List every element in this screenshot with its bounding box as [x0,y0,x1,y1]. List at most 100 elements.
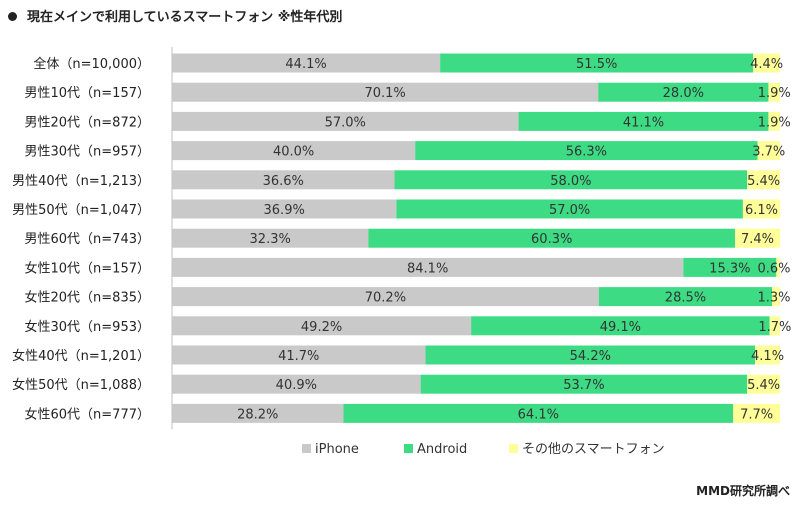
bar-segment-2 [747,374,780,394]
data-label: 44.1% [285,57,326,72]
legend-swatch-2 [509,444,518,453]
data-label: 28.5% [665,291,706,306]
legend-swatch-0 [302,444,311,453]
bar-segment-1 [683,257,777,277]
data-label: 41.1% [623,115,664,130]
bar-segment-0 [172,53,441,73]
data-label: 28.0% [663,86,704,101]
bar-segment-0 [172,345,426,365]
legend-label: その他のスマートフォン [522,442,665,457]
bar-segment-1 [420,374,748,394]
bar-segment-2 [772,287,780,307]
data-label: 41.7% [278,349,319,364]
data-label: 4.4% [750,57,783,72]
data-label: 32.3% [250,232,291,247]
bar-segment-0 [172,316,472,336]
bar-segment-2 [747,170,780,190]
data-label: 0.6% [757,261,790,276]
bar-segment-2 [755,345,780,365]
bar-segment-1 [394,170,748,190]
data-label: 28.2% [237,407,278,422]
category-label: 女性60代（n=777） [25,406,151,422]
data-label: 57.0% [325,115,366,130]
data-label: 84.1% [407,261,448,276]
category-label: 女性10代（n=157） [25,260,151,276]
bar-segment-1 [415,141,758,161]
data-label: 51.5% [576,57,617,72]
category-label: 男性50代（n=1,047） [12,203,150,218]
data-label: 60.3% [531,232,572,247]
legend: iPhone Android その他のスマートフォン [302,442,665,457]
data-label: 36.9% [264,203,305,218]
data-label: 4.1% [751,349,784,364]
bar-segment-1 [343,403,734,423]
data-label: 49.2% [301,320,342,335]
bar-segment-0 [172,82,599,102]
bar-segment-2 [733,403,780,423]
bar-segment-1 [440,53,754,73]
chart-title: 現在メインで利用しているスマートフォン ※性年代別 [8,6,342,25]
bar-segment-0 [172,199,397,219]
bar-segment-1 [368,228,736,248]
bar-segment-0 [172,374,421,394]
bar-segment-2 [768,111,780,131]
data-label: 57.0% [549,203,590,218]
bullet-icon [8,12,17,21]
bar-segment-1 [396,199,743,219]
data-label: 40.9% [276,378,317,393]
legend-swatch-1 [404,444,413,453]
data-label: 53.7% [563,378,604,393]
bar-segment-0 [172,228,369,248]
data-label: 36.6% [263,174,304,189]
category-label: 男性10代（n=157） [25,86,151,101]
bar-segment-2 [735,228,780,248]
data-label: 49.1% [600,320,641,335]
bar-segment-1 [598,287,773,307]
data-label: 5.4% [747,378,780,393]
data-label: 1.9% [758,86,791,101]
bar-segment-0 [172,287,599,307]
data-label: 7.4% [741,232,774,247]
data-label: 5.4% [747,174,780,189]
bar-segment-0 [172,170,395,190]
category-label: 女性30代（n=953） [25,319,151,335]
bar-segment-1 [425,345,756,365]
legend-label: iPhone [315,442,359,457]
bars-group: 全体（n=10,000） 44.1% 51.5% 4.4% 男性10代（n=157） 70… [12,47,791,430]
data-label: 64.1% [518,407,559,422]
data-label: 58.0% [550,174,591,189]
category-label: 男性60代（n=743） [25,232,151,247]
bar-segment-2 [742,199,780,219]
category-label: 女性20代（n=835） [25,290,151,306]
bar-segment-2 [776,257,780,277]
category-label: 全体（n=10,000） [33,56,150,72]
bar-segment-0 [172,403,344,423]
data-label: 56.3% [566,145,607,160]
data-label: 54.2% [570,349,611,364]
bar-segment-0 [172,111,519,131]
category-label: 男性40代（n=1,213） [12,174,150,189]
category-label: 女性50代（n=1,088） [12,377,150,393]
bar-segment-2 [768,82,780,102]
legend-label: Android [417,442,467,457]
data-label: 3.7% [752,145,785,160]
bar-segment-2 [757,141,780,161]
bar-segment-0 [172,141,416,161]
data-label: 1.3% [757,291,790,306]
bar-segment-1 [471,316,770,336]
category-label: 男性30代（n=957） [25,145,151,160]
data-label: 1.9% [758,115,791,130]
category-label: 男性20代（n=872） [25,115,151,130]
bar-segment-1 [598,82,769,102]
category-label: 女性40代（n=1,201） [12,348,150,364]
data-label: 1.7% [758,320,791,335]
data-label: 15.3% [709,261,750,276]
bar-segment-2 [769,316,780,336]
bar-segment-1 [518,111,769,131]
data-label: 6.1% [745,203,778,218]
data-label: 40.0% [273,145,314,160]
bar-segment-0 [172,257,684,277]
chart-title-text: 現在メインで利用しているスマートフォン ※性年代別 [27,10,343,25]
data-label: 70.2% [365,291,406,306]
